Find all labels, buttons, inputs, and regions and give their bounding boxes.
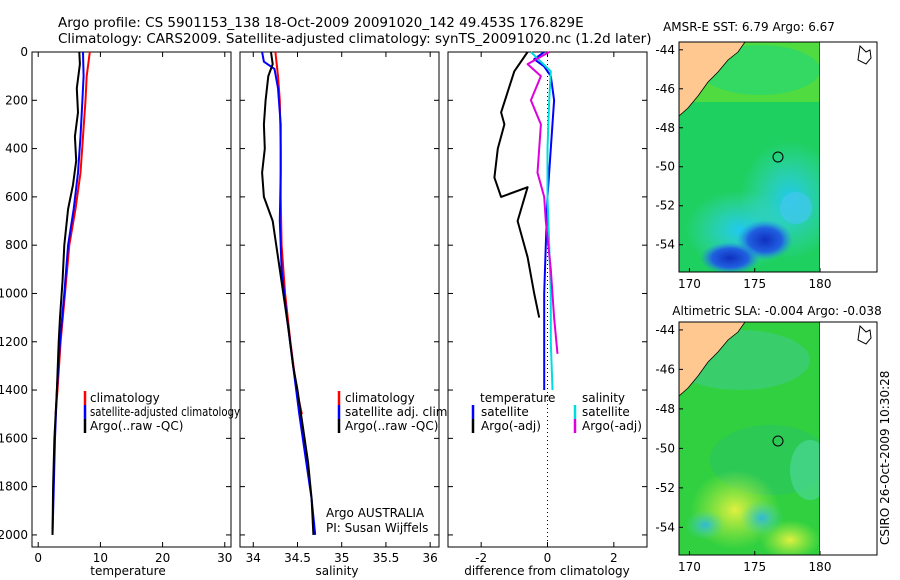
salinity-xlabel: salinity (315, 564, 358, 578)
temperature-xlabel: temperature (90, 564, 165, 578)
argo-program-annotation: Argo AUSTRALIA (326, 506, 425, 520)
map-y-tick-label: -46 (655, 362, 675, 376)
sst-map-ticks: 170 175 180 -44 -46 -48 -50 -52 -54 (655, 43, 831, 291)
temperature-series (51, 51, 91, 535)
map-x-tick-label: 180 (809, 560, 832, 574)
y-tick-label: 800 (5, 238, 28, 252)
difference-series (493, 51, 559, 391)
y-tick-label: 1800 (0, 480, 28, 494)
legend-label-argo: Argo(..raw -QC) (90, 419, 183, 433)
map-x-tick-label: 170 (678, 560, 701, 574)
legend-label-climatology: climatology (345, 391, 415, 405)
series-line-satellite (530, 51, 554, 391)
csiro-timestamp: CSIRO 26-Oct-2009 10:30:28 (878, 371, 892, 545)
legend-label-temp-satellite: satellite (481, 405, 529, 419)
sst-map: AMSR-E SST: 6.79 Argo: 6.67 170 175 180 -44… (655, 20, 878, 291)
map-y-tick-label: -46 (655, 82, 675, 96)
sst-map-title: AMSR-E SST: 6.79 Argo: 6.67 (663, 20, 835, 34)
sla-argo-marker (772, 435, 784, 447)
legend-header-temperature: temperature (480, 391, 555, 405)
salinity-legend: climatology satellite adj. clim. Argo(..… (337, 391, 451, 433)
map-y-tick-label: -54 (655, 520, 675, 534)
series-line-argo-raw-qc (51, 51, 81, 535)
map-y-tick-label: -50 (655, 441, 675, 455)
map-x-tick-label: 175 (743, 560, 766, 574)
header-line1: Argo profile: CS 5901153_138 18-Oct-2009… (58, 15, 584, 31)
y-tick-label: 200 (5, 93, 28, 107)
map-x-tick-label: 170 (678, 277, 701, 291)
map-y-tick-label: -50 (655, 160, 675, 174)
y-tick-label: 1000 (0, 286, 28, 300)
x-tick-label: 10 (93, 551, 108, 565)
x-tick-label: 34.5 (284, 551, 311, 565)
map-y-tick-label: -48 (655, 402, 675, 416)
map-y-tick-label: -48 (655, 121, 675, 135)
y-tick-label: 1400 (0, 383, 28, 397)
legend-label-argo: Argo(..raw -QC) (345, 419, 438, 433)
x-tick-label: 0 (34, 551, 42, 565)
difference-panel: -2 0 2 difference from climatology tempera… (447, 51, 648, 578)
sla-field (679, 322, 820, 555)
sst-field (679, 42, 820, 272)
temperature-ticks: 0 10 20 30 0 200 400 600 800 1000 1200 1400 1600 1800… (0, 45, 232, 565)
salinity-series (261, 51, 317, 535)
difference-ticks: -2 0 2 (448, 51, 647, 565)
difference-xlabel: difference from climatology (464, 564, 630, 578)
legend-label-satellite-adj: satellite adj. clim. (345, 405, 451, 419)
x-tick-label: -2 (475, 551, 487, 565)
x-tick-label: 34 (246, 551, 261, 565)
map-y-tick-label: -54 (655, 238, 675, 252)
y-tick-label: 1600 (0, 431, 28, 445)
salinity-panel: 34 34.5 35 35.5 36 salinity climatology sate… (239, 51, 451, 578)
series-line-argo-adj (526, 51, 559, 354)
map-y-tick-label: -52 (655, 199, 675, 213)
series-line-satellite-adj-clim (261, 51, 317, 535)
legend-label-satellite-adjusted: satellite-adjusted climatology (90, 405, 240, 419)
sla-map: Altimetric SLA: -0.004 Argo: -0.038 170 1… (655, 304, 881, 574)
legend-header-salinity: salinity (582, 391, 625, 405)
legend-label-sal-argo: Argo(-adj) (582, 419, 642, 433)
legend-label-climatology: climatology (90, 391, 160, 405)
y-tick-label: 0 (20, 45, 28, 59)
temperature-panel: 0 10 20 30 0 200 400 600 800 1000 1200 1400 1600 1800… (0, 45, 240, 578)
map-y-tick-label: -44 (655, 43, 675, 57)
salinity-ticks: 34 34.5 35 35.5 36 (240, 51, 439, 565)
x-tick-label: 20 (155, 551, 170, 565)
x-tick-label: 35.5 (373, 551, 400, 565)
legend-label-temp-argo: Argo(-adj) (481, 419, 541, 433)
series-line-argo-raw-qc (261, 51, 315, 535)
x-tick-label: 2 (610, 551, 618, 565)
x-tick-label: 36 (423, 551, 438, 565)
pi-annotation: PI: Susan Wijffels (326, 521, 428, 535)
x-tick-label: 35 (334, 551, 349, 565)
sst-island-outline (857, 44, 872, 65)
salinity-plot-frame (239, 51, 440, 548)
sla-map-title: Altimetric SLA: -0.004 Argo: -0.038 (672, 304, 881, 318)
sst-argo-marker (772, 151, 784, 163)
map-x-tick-label: 180 (809, 277, 832, 291)
series-line-satellite (533, 51, 556, 390)
y-tick-label: 2000 (0, 528, 28, 542)
map-x-tick-label: 175 (743, 277, 766, 291)
legend-label-sal-satellite: satellite (582, 405, 630, 419)
series-line-argo-adj (493, 51, 541, 318)
map-y-tick-label: -44 (655, 323, 675, 337)
map-y-tick-label: -52 (655, 481, 675, 495)
sla-island-outline (857, 324, 872, 345)
x-tick-label: 0 (544, 551, 552, 565)
sla-map-ticks: 170 175 180 -44 -46 -48 -50 -52 -54 (655, 323, 831, 574)
y-tick-label: 400 (5, 142, 28, 156)
difference-legend: temperature salinity satellite Argo(-adj… (471, 391, 642, 433)
temperature-legend: climatology satellite-adjusted climatolo… (83, 391, 240, 433)
y-tick-label: 1200 (0, 335, 28, 349)
x-tick-label: 30 (217, 551, 232, 565)
header-line2: Climatology: CARS2009. Satellite-adjuste… (58, 31, 651, 47)
y-tick-label: 600 (5, 190, 28, 204)
